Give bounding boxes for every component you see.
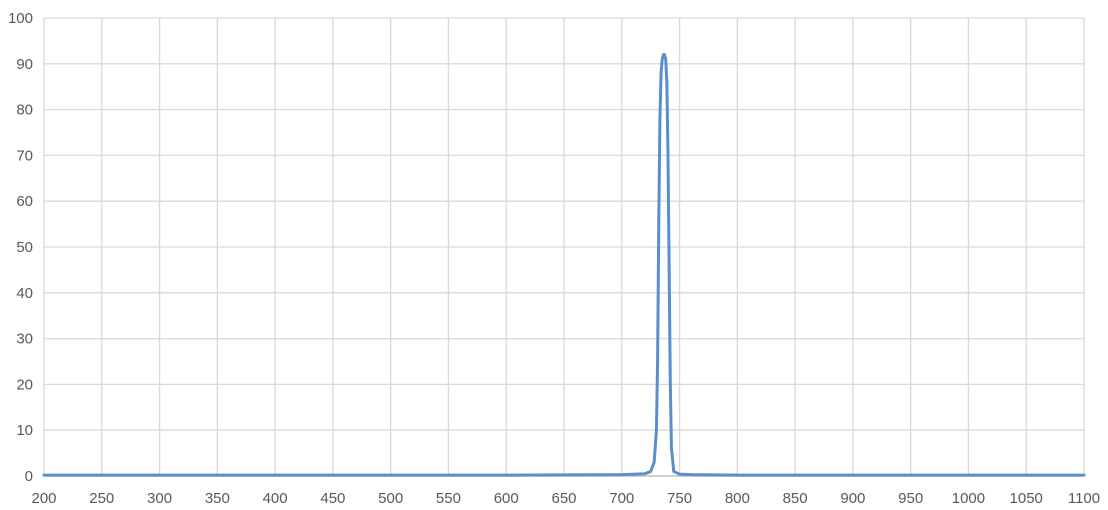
y-tick-label: 30 xyxy=(16,331,33,348)
x-tick-label: 1000 xyxy=(952,490,985,507)
y-tick-label: 0 xyxy=(25,468,33,485)
x-tick-label: 750 xyxy=(667,490,692,507)
y-tick-label: 40 xyxy=(16,285,33,302)
x-tick-label: 500 xyxy=(378,490,403,507)
x-tick-label: 800 xyxy=(725,490,750,507)
y-tick-label: 60 xyxy=(16,193,33,210)
y-tick-label: 80 xyxy=(16,102,33,119)
x-tick-label: 200 xyxy=(31,490,56,507)
x-tick-label: 350 xyxy=(205,490,230,507)
y-tick-label: 70 xyxy=(16,147,33,164)
grid-layer xyxy=(43,17,1085,476)
series-layer xyxy=(42,53,1086,477)
x-tick-label: 300 xyxy=(147,490,172,507)
x-tick-label: 650 xyxy=(551,490,576,507)
y-tick-label: 20 xyxy=(16,376,33,393)
x-tick-label: 250 xyxy=(89,490,114,507)
x-tick-label: 900 xyxy=(840,490,865,507)
x-tick-label: 1100 xyxy=(1068,490,1100,507)
y-tick-label: 50 xyxy=(16,239,33,256)
y-tick-label: 10 xyxy=(16,422,33,439)
y-tick-label: 90 xyxy=(16,56,33,73)
series-line xyxy=(42,53,1086,477)
x-tick-label: 1050 xyxy=(1010,490,1043,507)
x-tick-label: 950 xyxy=(898,490,923,507)
label-layer: 200 250 300 350 400 450 500 550 600 650 700 750 800 8… xyxy=(8,10,1100,507)
x-tick-label: 850 xyxy=(783,490,808,507)
x-tick-label: 700 xyxy=(609,490,634,507)
x-tick-label: 400 xyxy=(263,490,288,507)
x-tick-label: 550 xyxy=(436,490,461,507)
y-tick-label: 100 xyxy=(8,10,33,27)
x-tick-label: 600 xyxy=(494,490,519,507)
x-tick-label: 450 xyxy=(320,490,345,507)
